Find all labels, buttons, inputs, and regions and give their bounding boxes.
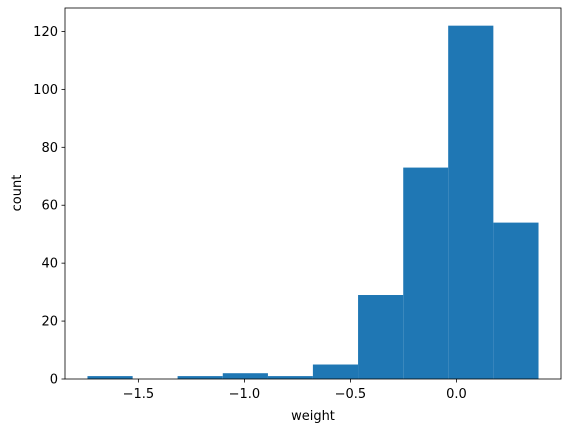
plot-frame [64, 7, 562, 380]
x-tick-label: −0.5 [335, 387, 367, 402]
y-tick-label: 100 [33, 83, 58, 98]
bar [493, 222, 539, 379]
bar [222, 373, 268, 379]
x-tick-label: 0.0 [446, 387, 467, 402]
bar [403, 167, 449, 379]
bar [87, 376, 133, 379]
y-tick-label: 20 [41, 315, 58, 330]
bar [177, 376, 223, 379]
y-tick-label: 0 [50, 373, 58, 388]
x-tick-label: −1.0 [229, 387, 261, 402]
y-tick-label: 120 [33, 25, 58, 40]
y-tick-label: 60 [41, 199, 58, 214]
x-axis-label: weight [291, 409, 335, 424]
y-tick-label: 40 [41, 257, 58, 272]
bar [312, 364, 359, 379]
x-tick-label: −1.5 [123, 387, 155, 402]
y-tick-label: 80 [41, 141, 58, 156]
bar [448, 25, 494, 380]
bar [267, 376, 313, 379]
y-axis-label: count [10, 175, 25, 212]
bar [358, 295, 404, 379]
